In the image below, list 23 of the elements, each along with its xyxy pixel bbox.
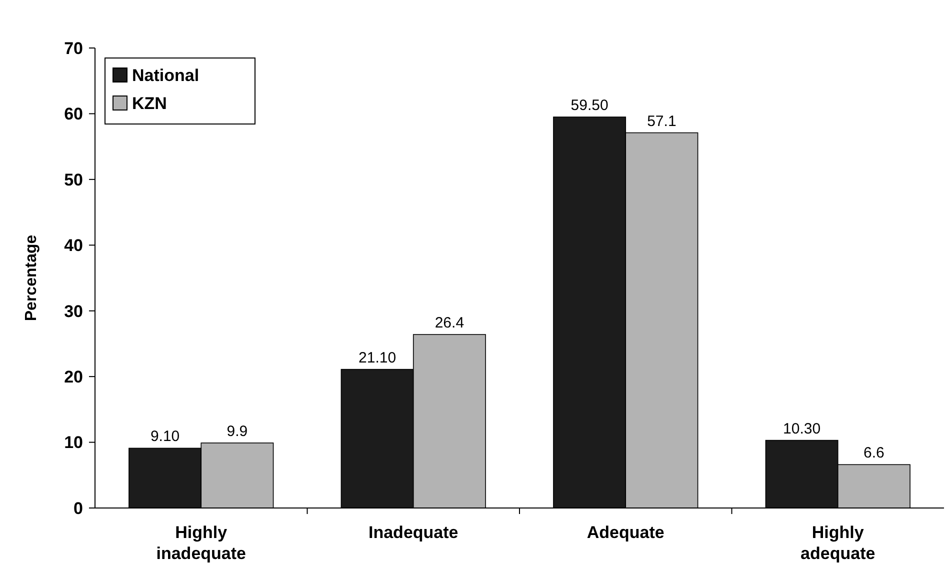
data-label: 10.30	[783, 420, 821, 438]
y-axis-title: Percentage	[23, 234, 40, 322]
x-tick-label: Inadequate	[368, 523, 458, 542]
data-label: 9.10	[150, 428, 180, 446]
data-label: 21.10	[358, 349, 396, 366]
legend-label: KZN	[132, 94, 167, 113]
y-tick-label: 0	[74, 498, 83, 518]
data-label: 59.50	[570, 97, 608, 114]
y-tick-label: 30	[64, 302, 83, 321]
y-tick-label: 60	[64, 104, 83, 124]
y-tick-label: 10	[64, 433, 83, 452]
y-tick-label: 70	[64, 38, 83, 58]
data-label: 6.6	[864, 444, 884, 462]
data-label: 26.4	[434, 314, 464, 332]
x-tick-label: Highly inadequate	[156, 523, 246, 563]
y-tick-label: 20	[64, 368, 83, 387]
data-label: 57.1	[647, 112, 676, 130]
y-tick-label: 50	[64, 170, 83, 190]
x-tick-label: Highly adequate	[800, 523, 876, 563]
x-tick-label: Adequate	[586, 523, 664, 542]
legend-label: National	[132, 66, 200, 85]
data-label: 9.9	[226, 422, 248, 440]
y-tick-label: 40	[64, 236, 83, 256]
